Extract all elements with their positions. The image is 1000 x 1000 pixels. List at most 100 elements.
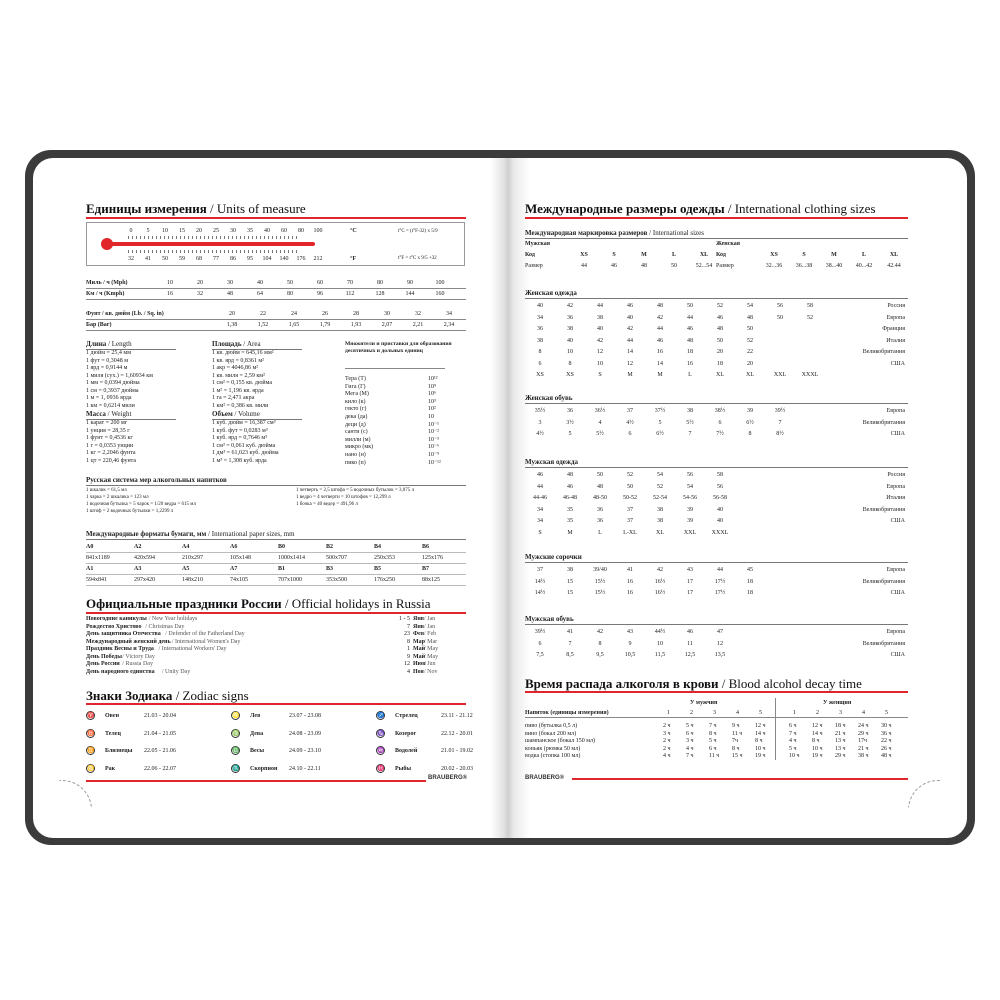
men-size: 44 [581, 263, 587, 269]
conversion-item: 1 кв. миля = 2,59 км² [212, 372, 265, 379]
celsius-ticks [128, 236, 298, 239]
women-portion-header: 5 [885, 710, 888, 716]
size-cell: 38 [567, 567, 573, 573]
size-cell: 5 [568, 431, 572, 437]
alcohol-title-ru: Время распада алкоголя в крови [525, 676, 719, 691]
prefix-factor: 10⁻⁹ [428, 452, 440, 458]
clothing-title: Международные размеры одежды / Internati… [525, 201, 876, 217]
row-divider [86, 330, 466, 331]
table-cell: 40 [257, 280, 263, 286]
men-header: У мужчин [690, 700, 718, 706]
notebook-spine [490, 158, 530, 838]
holiday-month-en: / May [424, 653, 439, 660]
size-cell: 36 [567, 314, 573, 321]
conversion-item: 1 м² = 1,196 кв. ярда [212, 387, 264, 394]
drink-header: Напиток (единицы измерения) [525, 710, 609, 716]
size-cell: 38 [687, 408, 693, 414]
size-cell: 3½ [566, 419, 574, 426]
holiday-name-ru: День защитника Отечества [86, 631, 161, 637]
women-decay-time: 26 ч [881, 745, 892, 752]
paper-format: B3 [326, 566, 334, 572]
table-cell: 32 [197, 291, 203, 297]
prefix-factor: 10⁻³ [428, 436, 439, 443]
holidays-title-ru: Официальные праздники России [86, 596, 282, 611]
conversion-item: 1 см² = 0,155 кв. дюйма [212, 380, 273, 386]
red-rule [86, 612, 466, 614]
size-cell: 8 [748, 431, 752, 437]
men-decay-time: 11 ч [709, 753, 720, 760]
prefix-factor: 10² [428, 406, 436, 413]
zodiac-title: Знаки Зодиака / Zodiac signs [86, 688, 249, 704]
size-cell: 42 [627, 326, 633, 332]
size-cell: 56 [777, 303, 783, 309]
measure-item: 1 бочка = 40 ведер = 491,96 л [296, 502, 358, 507]
prefix-name: милли (м) [345, 436, 371, 443]
thermometer-box [86, 222, 465, 266]
size-cell: 50 [627, 483, 633, 490]
women-portion-header: 3 [839, 710, 842, 716]
celsius-tick-label: 80 [298, 228, 304, 234]
conversion-item: 1 м = 1, 0936 ярда [86, 395, 132, 401]
celsius-tick-label: 30 [230, 228, 236, 234]
size-cell: 45 [747, 567, 753, 573]
right-page [503, 158, 967, 838]
size-cell: 6½ [656, 431, 664, 437]
table-cell: 112 [345, 291, 355, 297]
prefix-name: Тера (Т) [345, 376, 366, 382]
paper-format: A4 [182, 544, 190, 550]
size-cell: 16½ [654, 578, 666, 585]
zodiac-dates: 22.05 - 21.06 [144, 748, 176, 754]
size-cell: 17 [687, 578, 693, 585]
size-cell: 16 [627, 590, 633, 596]
paper-size: 250x353 [374, 555, 395, 561]
size-cell: 8 [568, 360, 572, 367]
paper-size: 841x1189 [86, 555, 110, 561]
red-rule [525, 217, 908, 219]
size-cell: XXL [773, 372, 787, 378]
size-cell: 42 [657, 567, 663, 573]
size-cell: 35 [567, 506, 573, 513]
weight-heading: Масса / Weight [86, 410, 176, 420]
size-cell: 34 [537, 314, 543, 321]
men-decay-time: 12 ч [755, 723, 766, 729]
table-cell: 24 [291, 311, 297, 317]
size-cell: 50 [747, 326, 753, 332]
size-cell: 43 [687, 567, 693, 573]
conversion-item: 1 кв. ярд = 0,8361 м² [212, 357, 264, 364]
measure-item: 1 штоф = 2 водочных бутылки = 1,2299 л [86, 509, 174, 514]
conversion-item: 1 г = 0,0353 унции [86, 442, 134, 449]
prefix-name: санти (с) [345, 429, 368, 436]
size-cell: 17½ [714, 578, 726, 585]
size-cell: 3 [538, 419, 542, 426]
fahrenheit-tick-label: 68 [196, 256, 202, 262]
size-cell: 36 [597, 506, 603, 513]
size-cell: 16 [627, 578, 633, 585]
size-cell: 16½ [654, 590, 666, 596]
zodiac-virgo-icon: ♍ [231, 728, 240, 738]
zodiac-name: Телец [105, 730, 121, 737]
table-cell: 80 [377, 280, 383, 286]
size-cell: 54 [687, 483, 693, 490]
table-cell: 1,65 [288, 322, 300, 328]
country-label: Россия [887, 303, 905, 309]
fahrenheit-tick-label: 41 [145, 256, 151, 262]
country-label: Великобритания [862, 349, 905, 355]
size-cell: L-XL [623, 529, 637, 536]
holiday-day: 8 [407, 638, 410, 645]
size-cell: 46 [657, 337, 663, 344]
size-cell: 4 [598, 419, 602, 426]
size-cell: 11,5 [654, 652, 666, 658]
fahrenheit-tick-label: 50 [162, 256, 168, 262]
paper-size: 105x148 [230, 555, 251, 561]
zodiac-name: Дева [250, 730, 264, 737]
women-decay-time: 36 ч [881, 730, 892, 737]
size-cell: 43 [627, 629, 633, 635]
country-label: США [890, 518, 905, 524]
size-cell: XS [536, 372, 544, 378]
paper-size: 297x420 [134, 577, 155, 583]
zodiac-gemini-icon: ♊ [86, 746, 95, 755]
holiday-day: 12 [404, 661, 410, 667]
size-cell: 39½ [774, 408, 786, 414]
table-cell: 30 [227, 280, 233, 286]
zodiac-dates: 23.11 - 21.12 [441, 713, 473, 719]
